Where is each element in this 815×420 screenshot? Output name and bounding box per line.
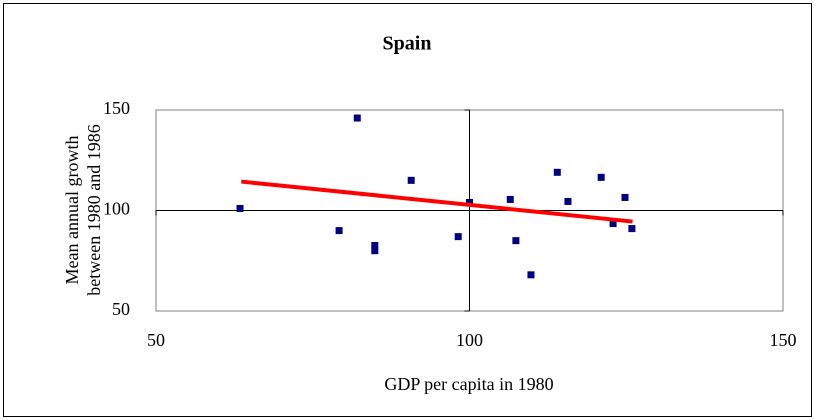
- scatter-point: [621, 193, 629, 201]
- scatter-point: [335, 227, 343, 235]
- scatter-point: [466, 198, 473, 206]
- scatter-point: [564, 197, 572, 205]
- scatter-point: [628, 225, 636, 233]
- x-tick-label: 50: [147, 330, 165, 350]
- trend-line: [241, 179, 633, 224]
- scatter-point: [553, 168, 561, 176]
- x-tick-label: 150: [770, 330, 797, 350]
- scatter-point: [236, 204, 244, 212]
- x-axis-label: GDP per capita in 1980: [384, 374, 553, 394]
- scatter-point: [371, 247, 379, 255]
- y-tick-label: 150: [103, 98, 130, 118]
- y-axis-label: Mean annual growth: [62, 136, 82, 285]
- scatter-point: [353, 114, 361, 122]
- y-tick-label: 50: [112, 299, 130, 319]
- scatter-point: [454, 233, 462, 241]
- y-tick-label: 100: [103, 199, 130, 219]
- scatter-point: [512, 237, 520, 245]
- scatter-point: [527, 271, 535, 279]
- scatter-point: [609, 220, 617, 228]
- scatter-point: [407, 176, 415, 184]
- scatter-point: [506, 195, 514, 203]
- scatter-point: [597, 173, 605, 181]
- chart-title: Spain: [383, 33, 432, 55]
- x-tick-label: 100: [456, 330, 483, 350]
- scatter-point: [371, 241, 379, 249]
- y-axis-label: between 1980 and 1986: [84, 124, 104, 295]
